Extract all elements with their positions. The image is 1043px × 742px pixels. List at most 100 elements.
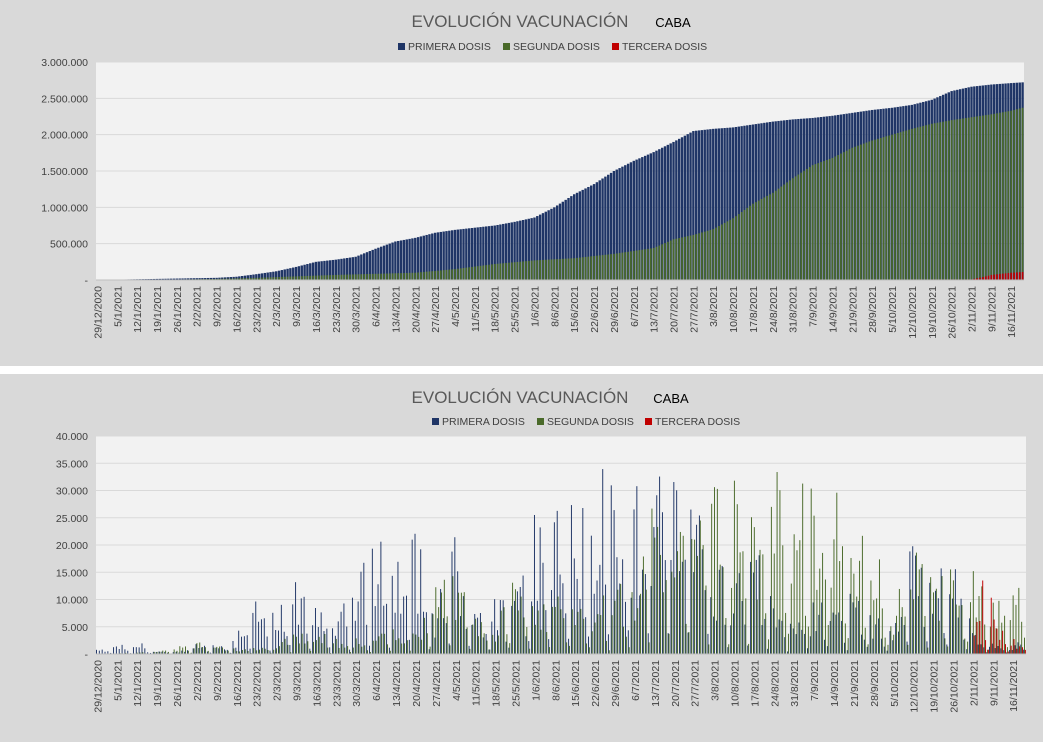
bar-segunda-dosis [621,252,624,280]
bar-primera-dosis [158,651,160,654]
bar-primera-dosis [997,646,999,654]
bar-primera-dosis [490,225,494,280]
bar-segunda-dosis [699,520,701,654]
bar-segunda-dosis [176,650,178,654]
bar-segunda-dosis [749,205,751,280]
bar-primera-dosis [1023,649,1025,654]
x-tick-label: 15/6/2021 [570,660,582,707]
bar-segunda-dosis [882,137,885,280]
bar-segunda-dosis [357,274,360,280]
bar-primera-dosis [717,128,721,280]
bar-segunda-dosis [227,650,229,654]
bar-primera-dosis [677,138,681,280]
bar-primera-dosis [357,255,360,280]
x-tick-label: 2/3/2021 [271,286,283,327]
bar-primera-dosis [240,276,244,280]
bar-segunda-dosis [301,633,303,654]
bar-segunda-dosis [733,480,735,654]
bar-segunda-dosis [962,118,964,280]
bar-segunda-dosis [638,250,641,280]
x-tick-label: 19/1/2021 [152,286,164,333]
bar-primera-dosis [784,637,786,654]
bar-segunda-dosis [1010,110,1013,280]
bar-segunda-dosis [369,273,371,280]
bar-primera-dosis [738,573,740,654]
bar-primera-dosis [714,128,718,280]
bar-primera-dosis [297,624,299,654]
bar-primera-dosis [663,146,667,280]
bar-segunda-dosis [853,573,855,654]
bar-segunda-dosis [628,647,630,654]
bar-segunda-dosis [845,150,848,280]
bar-segunda-dosis [136,652,138,654]
bar-segunda-dosis [605,640,607,654]
bar-primera-dosis [556,510,558,654]
bars [96,469,1026,654]
bar-primera-dosis [912,546,914,654]
bar-tercera-dosis [979,277,981,280]
bar-segunda-dosis [185,646,187,654]
bar-segunda-dosis [573,258,576,280]
bar-segunda-dosis [708,644,710,654]
y-tick-label: 40.000 [56,431,88,443]
bar-segunda-dosis [635,250,638,280]
bar-primera-dosis [394,612,396,654]
bar-primera-dosis [703,129,706,280]
bar-segunda-dosis [891,134,893,280]
bar-segunda-dosis [153,651,155,654]
bar-primera-dosis [431,613,433,654]
bar-primera-dosis [485,226,488,280]
bar-segunda-dosis [219,646,221,654]
bar-segunda-dosis [925,125,927,280]
bar-segunda-dosis [824,579,826,654]
bar-segunda-dosis [358,643,360,654]
bar-primera-dosis [408,639,410,654]
bar-segunda-dosis [746,207,749,280]
bar-segunda-dosis [896,615,898,654]
bar-segunda-dosis [671,571,673,654]
bar-primera-dosis [700,130,704,280]
bar-primera-dosis [508,647,510,654]
chart-title: EVOLUCIÓN VACUNACIÓN [412,12,629,31]
bar-primera-dosis [204,278,207,280]
x-tick-label: 9/11/2021 [986,286,998,332]
bar-primera-dosis [598,180,601,280]
bar-segunda-dosis [349,274,351,280]
bar-tercera-dosis [1019,646,1021,654]
bar-tercera-dosis [973,635,975,654]
bar-segunda-dosis [486,640,488,654]
bar-segunda-dosis [918,569,920,654]
bar-primera-dosis [354,256,357,280]
bar-tercera-dosis [1007,273,1010,280]
bar-segunda-dosis [726,221,729,280]
bar-segunda-dosis [1012,595,1014,654]
bar-segunda-dosis [811,165,814,280]
bar-segunda-dosis [770,506,772,654]
x-tick-label: 9/2/2021 [212,286,224,327]
bar-segunda-dosis [276,648,278,654]
x-tick-label: 4/5/2021 [451,660,463,701]
bar-primera-dosis [223,649,225,654]
bar-tercera-dosis [1002,630,1004,654]
bar-segunda-dosis [839,561,841,654]
legend: PRIMERA DOSIS SEGUNDA DOSIS TERCERA DOSIS [432,416,740,428]
bar-segunda-dosis [495,641,497,654]
bar-segunda-dosis [241,649,243,654]
bar-tercera-dosis [996,274,998,280]
bar-primera-dosis [491,621,493,654]
bar-segunda-dosis [987,114,990,281]
bar-segunda-dosis [705,585,707,654]
bar-segunda-dosis [682,535,684,654]
bar-segunda-dosis [139,652,141,654]
bar-primera-dosis [388,243,391,280]
bar-primera-dosis [926,641,928,654]
x-tick-label: 7/9/2021 [809,660,821,701]
bar-segunda-dosis [527,260,530,280]
bar-primera-dosis [747,645,749,654]
bar-primera-dosis [667,633,669,654]
bar-segunda-dosis [651,508,653,654]
bar-segunda-dosis [471,266,473,280]
bar-segunda-dosis [293,634,295,654]
x-tick-label: 24/8/2021 [769,660,781,707]
bar-primera-dosis [255,601,257,654]
